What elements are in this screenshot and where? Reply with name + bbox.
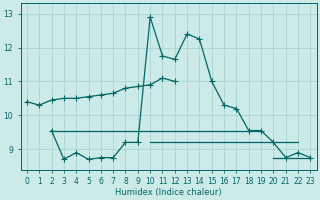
X-axis label: Humidex (Indice chaleur): Humidex (Indice chaleur) xyxy=(115,188,222,197)
